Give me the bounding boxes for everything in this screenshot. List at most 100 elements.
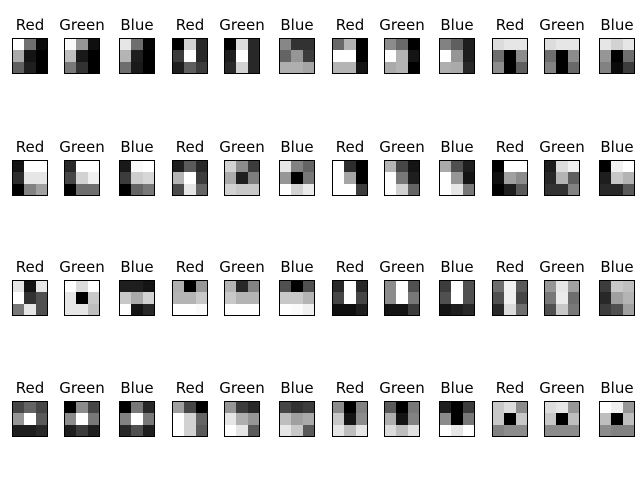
pixel-cell [173, 50, 185, 62]
filter-panel: Red [0, 138, 60, 198]
pixel-cell [600, 281, 612, 293]
pixel-cell [142, 413, 154, 425]
panel-title: Green [219, 258, 265, 276]
pixel-cell [407, 303, 419, 315]
pixel-cell [611, 61, 623, 73]
pixel-cell [280, 50, 292, 62]
pixel-cell [440, 424, 452, 436]
pixel-cell [462, 292, 474, 304]
filter-image [332, 38, 368, 74]
filter-image [544, 38, 580, 74]
pixel-cell [600, 402, 612, 414]
pixel-cell [65, 424, 77, 436]
pixel-cell [131, 61, 143, 73]
filter-panel: Blue [107, 138, 167, 198]
pixel-cell [462, 303, 474, 315]
pixel-cell [131, 292, 143, 304]
filter-image [172, 280, 208, 316]
pixel-cell [236, 50, 248, 62]
pixel-cell [120, 161, 132, 173]
panel-title: Blue [440, 379, 474, 397]
pixel-cell [87, 183, 99, 195]
pixel-cell [344, 61, 356, 73]
filter-image [439, 38, 475, 74]
pixel-cell [622, 281, 634, 293]
pixel-cell [247, 183, 259, 195]
pixel-cell [35, 413, 47, 425]
pixel-cell [504, 61, 516, 73]
pixel-cell [291, 413, 303, 425]
pixel-cell [355, 50, 367, 62]
pixel-cell [504, 424, 516, 436]
pixel-cell [493, 50, 505, 62]
pixel-cell [600, 424, 612, 436]
pixel-cell [515, 183, 527, 195]
filter-image [544, 280, 580, 316]
pixel-cell [302, 413, 314, 425]
filter-image [279, 38, 315, 74]
pixel-cell [173, 292, 185, 304]
pixel-cell [440, 402, 452, 414]
pixel-cell [462, 39, 474, 51]
pixel-cell [515, 281, 527, 293]
pixel-cell [225, 413, 237, 425]
pixel-cell [567, 402, 579, 414]
pixel-cell [567, 281, 579, 293]
panel-title: Blue [440, 16, 474, 34]
pixel-cell [291, 281, 303, 293]
pixel-cell [545, 281, 557, 293]
pixel-cell [545, 424, 557, 436]
filter-panel: Blue [107, 16, 167, 76]
pixel-cell [515, 161, 527, 173]
filter-panel: Green [212, 379, 272, 439]
pixel-cell [344, 281, 356, 293]
panel-title: Green [379, 379, 425, 397]
pixel-cell [622, 413, 634, 425]
filter-image [119, 38, 155, 74]
pixel-cell [120, 172, 132, 184]
pixel-cell [173, 161, 185, 173]
filter-panel: Green [532, 379, 592, 439]
pixel-cell [611, 402, 623, 414]
pixel-cell [493, 292, 505, 304]
filter-panel: Blue [427, 16, 487, 76]
filter-image [12, 280, 48, 316]
pixel-cell [407, 161, 419, 173]
panel-title: Red [175, 138, 205, 156]
filter-panel: Green [372, 258, 432, 318]
pixel-cell [462, 402, 474, 414]
filter-image [64, 401, 100, 437]
pixel-cell [407, 413, 419, 425]
pixel-cell [567, 172, 579, 184]
pixel-cell [344, 172, 356, 184]
pixel-cell [184, 39, 196, 51]
pixel-cell [65, 303, 77, 315]
pixel-cell [173, 402, 185, 414]
pixel-cell [396, 161, 408, 173]
pixel-cell [493, 39, 505, 51]
panel-title: Green [219, 138, 265, 156]
filter-image [439, 160, 475, 196]
filter-panel: Blue [587, 379, 640, 439]
pixel-cell [385, 172, 397, 184]
pixel-cell [65, 183, 77, 195]
filter-image [544, 160, 580, 196]
pixel-cell [13, 292, 25, 304]
pixel-cell [355, 61, 367, 73]
pixel-cell [396, 39, 408, 51]
pixel-cell [355, 303, 367, 315]
pixel-cell [622, 402, 634, 414]
pixel-cell [302, 61, 314, 73]
pixel-cell [24, 424, 36, 436]
pixel-cell [333, 172, 345, 184]
panel-title: Red [335, 138, 365, 156]
pixel-cell [247, 61, 259, 73]
pixel-cell [302, 39, 314, 51]
pixel-cell [556, 281, 568, 293]
filter-panel: Blue [587, 258, 640, 318]
pixel-cell [344, 292, 356, 304]
pixel-cell [600, 39, 612, 51]
filter-panel: Green [212, 258, 272, 318]
filter-panel: Blue [587, 138, 640, 198]
pixel-cell [355, 413, 367, 425]
